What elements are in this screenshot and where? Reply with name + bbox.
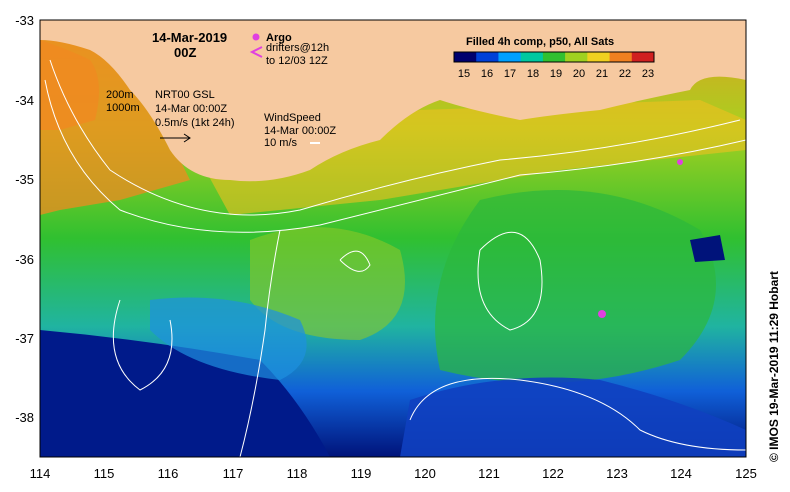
colorbar-border bbox=[453, 51, 655, 63]
isobath-contours bbox=[44, 59, 747, 458]
lat-tick-label: -35 bbox=[15, 172, 34, 187]
colorbar-segment bbox=[454, 52, 477, 62]
lat-tick-label: -38 bbox=[15, 410, 34, 425]
colorbar-title: Filled 4h comp, p50, All Sats bbox=[466, 36, 614, 48]
lat-tick-label: -34 bbox=[15, 93, 34, 108]
isobath-1000m bbox=[44, 79, 747, 233]
lon-tick-label: 117 bbox=[223, 466, 244, 481]
isobath-1000m-label: 1000m bbox=[106, 102, 140, 114]
warm-water-shelf bbox=[200, 100, 746, 215]
drifter-legend-icon bbox=[249, 46, 263, 58]
colorbar-tick-label: 16 bbox=[481, 68, 493, 80]
colorbar-tick-label: 20 bbox=[573, 68, 585, 80]
colorbar-segment bbox=[565, 52, 588, 62]
contour-b bbox=[339, 250, 371, 272]
lat-tick-label: -36 bbox=[15, 252, 34, 267]
isobath-200m-label: 200m bbox=[106, 89, 134, 101]
lon-tick-label: 122 bbox=[542, 466, 564, 481]
wind-scale: 10 m/s bbox=[264, 137, 298, 149]
map-time: 00Z bbox=[174, 45, 196, 60]
cool-patch bbox=[150, 297, 307, 380]
colorbar-segment bbox=[631, 52, 655, 62]
lon-tick-label: 124 bbox=[670, 466, 692, 481]
lon-tick-label: 125 bbox=[735, 466, 757, 481]
contour-a bbox=[112, 299, 173, 391]
colorbar-ticks: 15 16 17 18 19 20 21 22 23 bbox=[458, 68, 654, 80]
current-time: 14-Mar 00:00Z bbox=[155, 103, 227, 115]
colorbar-segment bbox=[609, 52, 633, 62]
contour-e bbox=[239, 229, 281, 458]
colorbar-segment bbox=[542, 52, 566, 62]
lon-tick-label: 120 bbox=[414, 466, 436, 481]
isobath-200m bbox=[49, 59, 741, 216]
green-eddy bbox=[435, 190, 716, 383]
colorbar-tick-label: 23 bbox=[642, 68, 654, 80]
colorbar-segment bbox=[476, 52, 499, 62]
colorbar-tick-label: 19 bbox=[550, 68, 562, 80]
cold-spot-east bbox=[690, 235, 725, 262]
colorbar-tick-label: 22 bbox=[619, 68, 631, 80]
current-source: NRT00 GSL bbox=[155, 89, 215, 101]
colorbar-tick-label: 17 bbox=[504, 68, 516, 80]
colorbar-segment bbox=[587, 52, 611, 62]
lon-tick-label: 115 bbox=[94, 466, 115, 481]
contour-c bbox=[477, 231, 543, 331]
coastal-warm-water bbox=[40, 40, 99, 130]
current-scale: 0.5m/s (1kt 24h) bbox=[155, 117, 234, 129]
map-frame bbox=[39, 19, 747, 458]
lon-tick-label: 119 bbox=[351, 466, 372, 481]
current-scale-arrow-icon bbox=[160, 133, 191, 143]
wind-time: 14-Mar 00:00Z bbox=[264, 125, 336, 137]
drifters-label: drifters@12h bbox=[266, 42, 329, 54]
drifters-range: to 12/03 12Z bbox=[266, 55, 328, 67]
colorbar bbox=[453, 51, 655, 63]
lat-tick-label: -33 bbox=[15, 13, 34, 28]
lon-axis: 114 115 116 117 118 119 120 121 122 123 … bbox=[30, 466, 757, 481]
wind-title: WindSpeed bbox=[264, 112, 321, 124]
colorbar-segment bbox=[498, 52, 522, 62]
lon-tick-label: 116 bbox=[158, 466, 179, 481]
lat-axis: -33 -34 -35 -36 -37 -38 bbox=[15, 13, 34, 425]
colorbar-segment bbox=[520, 52, 544, 62]
argo-legend-icon bbox=[252, 33, 260, 41]
colorbar-tick-label: 21 bbox=[596, 68, 608, 80]
lon-tick-label: 123 bbox=[606, 466, 628, 481]
lon-tick-label: 121 bbox=[478, 466, 500, 481]
argo-float-marker[interactable] bbox=[677, 159, 683, 165]
contour-d bbox=[409, 377, 747, 451]
image-credit: © IMOS 19-Mar-2019 11:29 Hobart bbox=[767, 271, 781, 462]
yellow-green-patch bbox=[250, 227, 405, 340]
cold-water-south bbox=[400, 377, 746, 457]
colorbar-tick-label: 18 bbox=[527, 68, 539, 80]
lat-tick-label: -37 bbox=[15, 331, 34, 346]
lon-tick-label: 118 bbox=[287, 466, 308, 481]
lon-tick-label: 114 bbox=[30, 466, 51, 481]
argo-float-marker[interactable] bbox=[598, 310, 606, 318]
map-date: 14-Mar-2019 bbox=[152, 30, 227, 45]
argo-label: Argo bbox=[266, 32, 292, 44]
colorbar-tick-label: 15 bbox=[458, 68, 470, 80]
